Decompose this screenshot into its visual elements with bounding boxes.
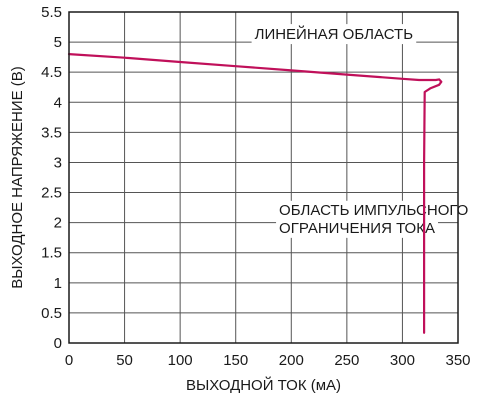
y-tick-label-9: 4.5 bbox=[41, 64, 62, 81]
x-tick-label-5: 250 bbox=[334, 352, 359, 369]
annotation-1: ОБЛАСТЬ ИМПУЛЬСНОГО bbox=[279, 202, 468, 219]
y-tick-label-0: 0 bbox=[54, 335, 62, 352]
y-axis-title: ВЫХОДНОЕ НАПРЯЖЕНИЕ (В) bbox=[9, 66, 26, 289]
annotation-2: ОГРАНИЧЕНИЯ ТОКА bbox=[279, 220, 435, 237]
series-line-0 bbox=[67, 52, 443, 334]
series-layer bbox=[67, 52, 443, 334]
plot-frame bbox=[68, 11, 459, 344]
annotation-bg-2 bbox=[276, 218, 438, 238]
x-tick-label-0: 0 bbox=[65, 352, 73, 369]
y-tick-label-11: 5.5 bbox=[41, 4, 62, 21]
y-tick-label-10: 5 bbox=[54, 34, 62, 51]
y-tick-label-8: 4 bbox=[54, 94, 62, 111]
y-tick-label-7: 3.5 bbox=[41, 124, 62, 141]
y-tick-label-3: 1.5 bbox=[41, 245, 62, 262]
x-tick-labels: 0 50 100 150 200 250 300 350 bbox=[65, 352, 471, 369]
x-tick-label-4: 200 bbox=[279, 352, 304, 369]
y-tick-label-5: 2.5 bbox=[41, 185, 62, 202]
annotation-0: ЛИНЕЙНАЯ ОБЛАСТЬ bbox=[255, 25, 414, 43]
grid bbox=[68, 11, 459, 344]
y-tick-label-1: 0.5 bbox=[41, 305, 62, 322]
x-tick-label-6: 300 bbox=[390, 352, 415, 369]
x-tick-label-3: 150 bbox=[223, 352, 248, 369]
x-tick-label-7: 350 bbox=[445, 352, 470, 369]
x-axis-title: ВЫХОДНОЙ ТОК (мА) bbox=[186, 376, 341, 394]
annotation-bg-0 bbox=[251, 24, 417, 45]
x-tick-label-1: 50 bbox=[116, 352, 133, 369]
annotations: ЛИНЕЙНАЯ ОБЛАСТЬ ОБЛАСТЬ ИМПУЛЬСНОГООГРАН… bbox=[251, 24, 472, 238]
annotation-bg-1 bbox=[276, 200, 472, 220]
y-tick-labels: 0 0.5 1 1.5 2 2.5 3 3.5 4 4.5 5 5.5 bbox=[41, 4, 62, 352]
x-tick-label-2: 100 bbox=[168, 352, 193, 369]
y-tick-label-4: 2 bbox=[54, 215, 62, 232]
y-tick-label-6: 3 bbox=[54, 154, 62, 171]
y-tick-label-2: 1 bbox=[54, 275, 62, 292]
